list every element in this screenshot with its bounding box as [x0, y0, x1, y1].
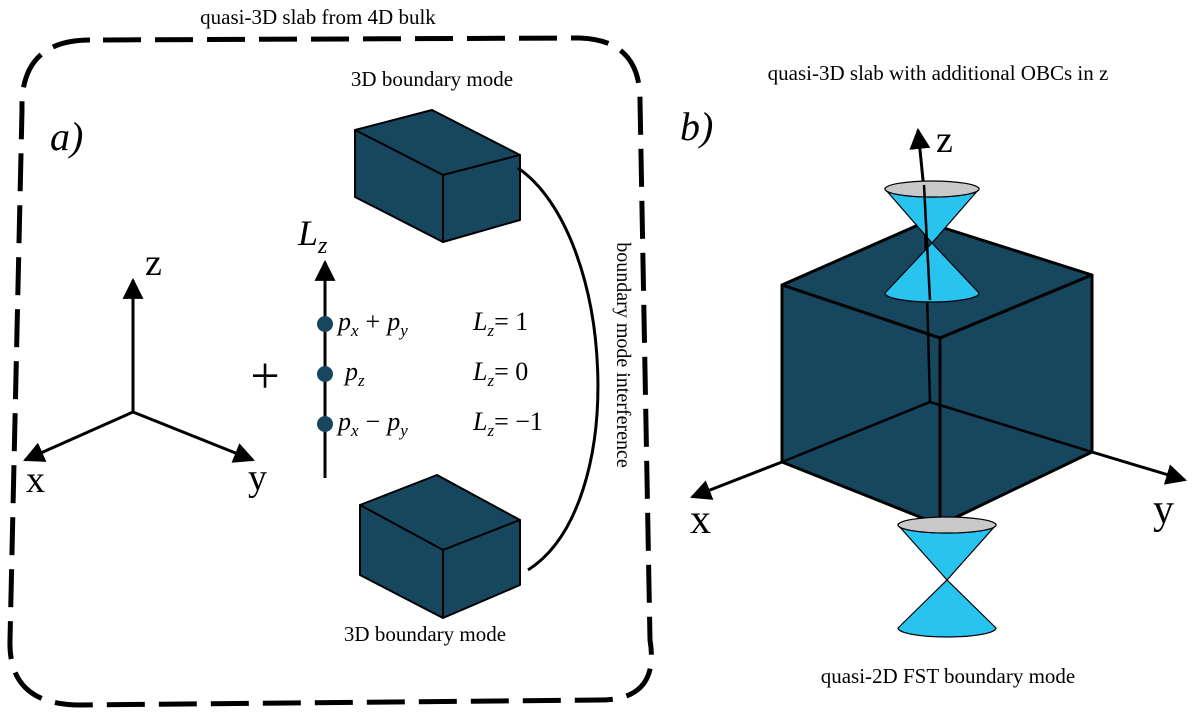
orbital-dot — [317, 416, 333, 432]
orbital-row: px + py Lz= 1 — [317, 307, 528, 340]
panel-b-axes: z x y — [690, 119, 1188, 543]
axis-x-line — [23, 410, 134, 462]
bottom-cube-caption: 3D boundary mode — [344, 622, 506, 646]
interference-arc — [517, 166, 600, 572]
axis-y-label: y — [1153, 487, 1174, 533]
axis-x-label: x — [690, 497, 711, 543]
axis-y-line — [132, 410, 255, 463]
panel-a-axes: z x y — [23, 242, 267, 501]
bottom-dirac-cone — [897, 516, 997, 638]
bottom-caption: quasi-2D FST boundary mode — [821, 664, 1076, 688]
slab-cube — [780, 220, 1094, 527]
panel-b-label: b) — [680, 104, 713, 149]
orbital-dot — [317, 366, 333, 382]
bottom-boundary-cube — [359, 474, 521, 619]
orbital-label: px + py — [336, 307, 408, 340]
panel-a-dashed-frame — [7, 35, 654, 708]
panel-a-label: a) — [50, 114, 83, 159]
panel-a: quasi-3D slab from 4D bulk a) z x y + 3D… — [7, 2, 654, 708]
top-dirac-cone — [884, 180, 980, 303]
lz-axis-label: Lz — [297, 213, 328, 259]
orbital-row: px − py Lz= −1 — [317, 407, 543, 440]
top-cube-caption: 3D boundary mode — [351, 67, 513, 91]
lz-value: Lz= −1 — [472, 407, 543, 440]
axis-x-line — [690, 460, 783, 500]
panel-a-title: quasi-3D slab from 4D bulk — [200, 5, 436, 29]
orbital-label: pz — [343, 357, 365, 390]
lz-value: Lz= 1 — [472, 307, 528, 340]
axis-y-label: y — [248, 457, 267, 499]
axis-z-label: z — [936, 119, 953, 161]
plus-sign: + — [250, 348, 279, 405]
axis-y-line — [1091, 450, 1188, 485]
orbital-list: px + py Lz= 1 pz Lz= 0 px − py — [317, 307, 543, 440]
orbital-dot — [317, 316, 333, 332]
axis-z-label: z — [145, 242, 162, 284]
axis-x-label: x — [26, 459, 45, 501]
orbital-row: pz Lz= 0 — [317, 357, 528, 390]
orbital-label: px − py — [336, 407, 408, 440]
top-boundary-cube — [354, 109, 521, 243]
panel-b-title: quasi-3D slab with additional OBCs in z — [768, 61, 1109, 85]
interference-label: boundary mode interference — [612, 242, 634, 468]
panel-b: quasi-3D slab with additional OBCs in z … — [680, 61, 1188, 688]
lz-value: Lz= 0 — [472, 357, 528, 390]
